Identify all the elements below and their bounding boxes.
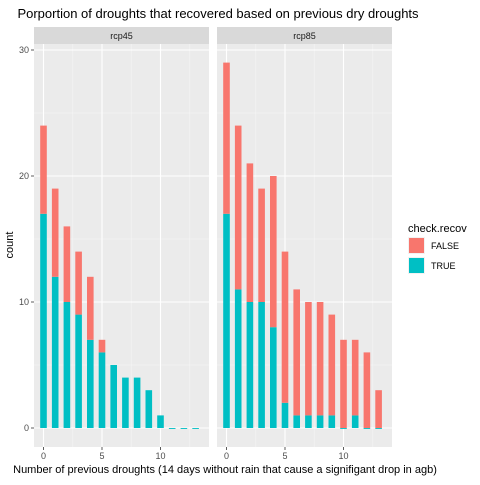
bar-true bbox=[258, 302, 265, 428]
legend-label-false: FALSE bbox=[431, 241, 459, 251]
bar-false bbox=[375, 390, 382, 428]
bar-false bbox=[305, 302, 312, 416]
bar-false bbox=[340, 339, 347, 428]
bar-true bbox=[270, 327, 277, 428]
bar-true bbox=[157, 415, 164, 428]
facet-strip-label: rcp85 bbox=[293, 31, 316, 41]
bar-false bbox=[40, 125, 47, 214]
bar-true bbox=[40, 213, 47, 428]
bar-false bbox=[87, 276, 94, 340]
panel-background bbox=[217, 44, 392, 447]
panels-layer: rcp45 0 5 10 0 10 20 30 rcp85 0 5 10 bbox=[19, 27, 392, 461]
bar-true bbox=[192, 428, 199, 429]
bar-true bbox=[316, 415, 324, 428]
y-tick-label: 10 bbox=[19, 297, 29, 307]
bar-false bbox=[328, 314, 336, 416]
bar-true bbox=[168, 428, 176, 429]
x-axis-label: Number of previous droughts (14 days wit… bbox=[13, 464, 437, 476]
bar-true bbox=[246, 302, 254, 428]
bar-true bbox=[110, 365, 117, 428]
bar-true bbox=[122, 377, 129, 428]
bar-false bbox=[63, 226, 71, 302]
bar-false bbox=[316, 302, 324, 416]
legend-items: FALSE TRUE bbox=[408, 237, 459, 274]
bar-false bbox=[223, 62, 230, 214]
x-tick-label: 10 bbox=[155, 451, 165, 461]
bar-true bbox=[234, 289, 242, 428]
legend-key-true bbox=[409, 258, 424, 273]
panel-rcp85: rcp85 0 5 10 bbox=[217, 27, 392, 461]
bar-true bbox=[328, 415, 336, 428]
bar-true bbox=[98, 352, 106, 428]
bar-true bbox=[145, 390, 153, 428]
x-tick-label: 10 bbox=[338, 451, 348, 461]
bar-false bbox=[351, 339, 359, 416]
bar-false bbox=[270, 176, 277, 328]
bar-true bbox=[87, 339, 94, 428]
bar-true bbox=[75, 314, 82, 428]
y-tick-label: 30 bbox=[19, 45, 29, 55]
panel-background bbox=[34, 44, 209, 447]
bar-false bbox=[51, 188, 59, 277]
bar-false bbox=[246, 163, 254, 302]
bar-false bbox=[293, 289, 300, 416]
bar-true bbox=[180, 428, 188, 429]
bar-true bbox=[363, 428, 371, 429]
x-tick-label: 5 bbox=[282, 451, 287, 461]
facet-strip bbox=[217, 27, 392, 44]
bar-false bbox=[75, 251, 82, 315]
bar-true bbox=[133, 377, 141, 428]
bar-true bbox=[63, 302, 71, 428]
legend-key-false bbox=[409, 238, 424, 253]
facet-strip-label: rcp45 bbox=[110, 31, 133, 41]
y-tick-label: 20 bbox=[19, 171, 29, 181]
panel-rcp45: rcp45 0 5 10 0 10 20 30 bbox=[19, 27, 209, 461]
legend-label-true: TRUE bbox=[431, 261, 456, 271]
y-tick-label: 0 bbox=[24, 423, 29, 433]
bar-true bbox=[375, 428, 382, 429]
bar-true bbox=[351, 415, 359, 428]
bar-true bbox=[281, 402, 289, 428]
bar-false bbox=[258, 188, 265, 302]
x-tick-label: 5 bbox=[99, 451, 104, 461]
bar-true bbox=[305, 415, 312, 428]
bar-true bbox=[51, 276, 59, 428]
chart-title: Porportion of droughts that recovered ba… bbox=[17, 6, 419, 21]
facet-strip bbox=[34, 27, 209, 44]
legend: check.recov FALSE TRUE bbox=[408, 223, 467, 274]
bar-true bbox=[293, 415, 300, 428]
bar-false bbox=[98, 339, 106, 353]
bar-false bbox=[363, 352, 371, 428]
bar-false bbox=[234, 125, 242, 290]
bar-true bbox=[340, 428, 347, 429]
bar-true bbox=[223, 213, 230, 428]
legend-title: check.recov bbox=[408, 223, 467, 235]
bar-false bbox=[281, 251, 289, 403]
x-tick-label: 0 bbox=[224, 451, 229, 461]
x-tick-label: 0 bbox=[41, 451, 46, 461]
y-axis-label: count bbox=[4, 232, 16, 259]
